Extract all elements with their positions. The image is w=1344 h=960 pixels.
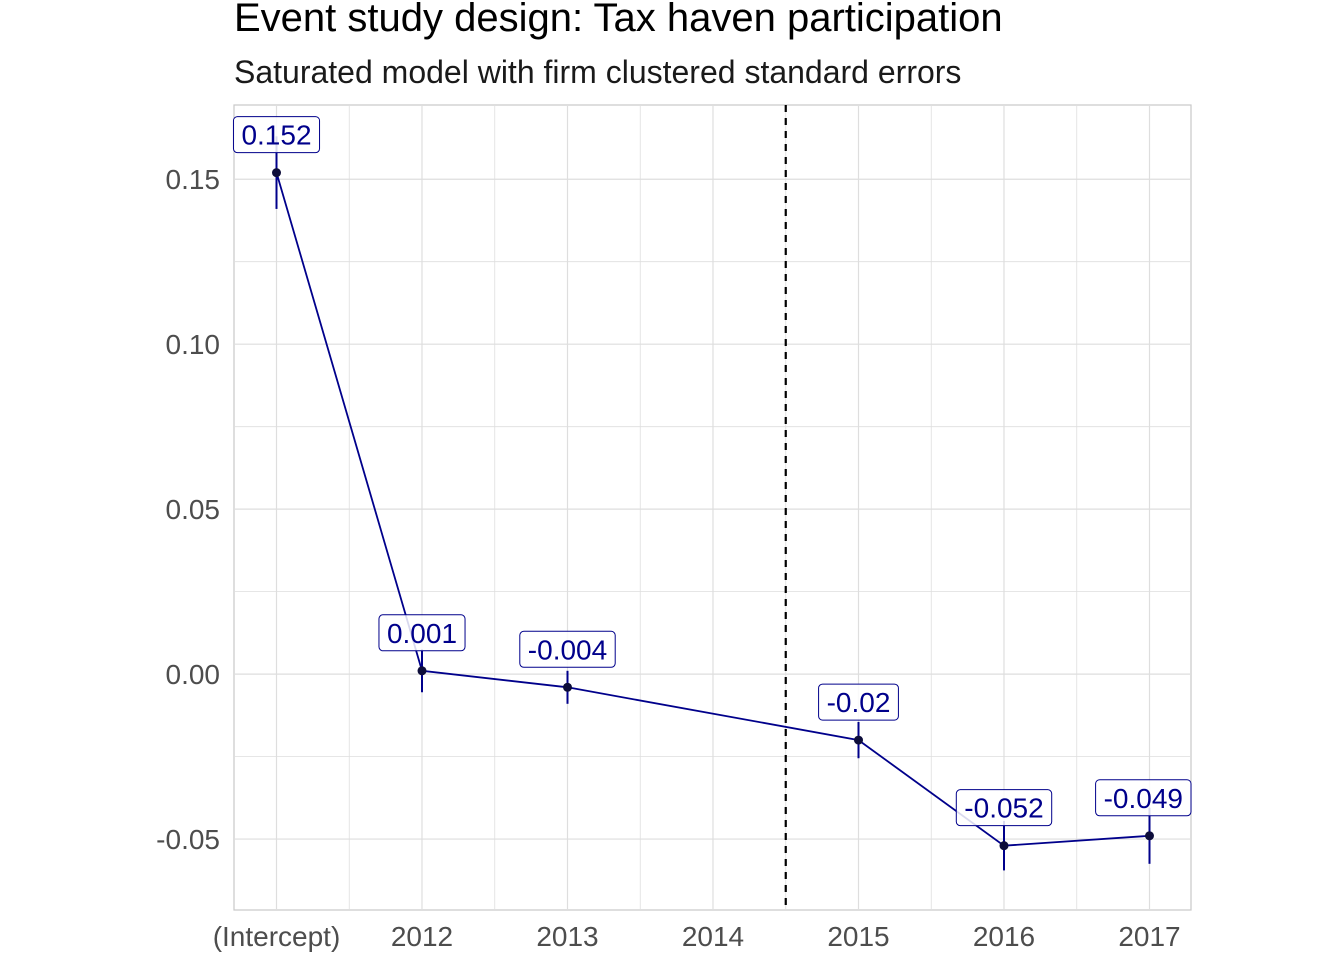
data-point xyxy=(272,168,281,178)
data-label-box xyxy=(955,789,1053,827)
data-point xyxy=(1145,831,1154,841)
data-label-2016: -0.052 xyxy=(955,789,1053,827)
chart-subtitle: Saturated model with firm clustered stan… xyxy=(234,54,962,90)
data-label-text: 0.001 xyxy=(387,618,457,649)
data-label-box xyxy=(519,630,616,668)
y-tick-label: 0.00 xyxy=(166,659,221,690)
data-label-2015: -0.02 xyxy=(818,683,899,721)
y-tick-label: 0.10 xyxy=(166,329,221,360)
data-label-text: -0.049 xyxy=(1104,783,1183,814)
data-label-box xyxy=(232,116,321,154)
data-label-text: -0.02 xyxy=(827,687,891,718)
x-tick-label: 2012 xyxy=(391,921,453,952)
data-label-text: -0.004 xyxy=(528,634,607,665)
gridlines xyxy=(233,104,1192,911)
data-label-box xyxy=(1095,779,1192,817)
y-tick-label: -0.05 xyxy=(156,824,220,855)
data-point xyxy=(563,682,572,692)
x-tick-label: 2017 xyxy=(1118,921,1180,952)
x-tick-label: 2015 xyxy=(827,921,889,952)
chart-title: Event study design: Tax haven participat… xyxy=(234,0,1003,40)
data-label-box xyxy=(378,614,466,652)
x-tick-label: 2013 xyxy=(536,921,598,952)
data-point xyxy=(854,735,863,745)
data-label-layer: 0.152 0.001 -0.004 -0.02 -0.052 -0.049 xyxy=(232,116,1192,827)
data-label-text: -0.052 xyxy=(964,793,1043,824)
y-tick-label: 0.05 xyxy=(166,494,221,525)
data-label-2017: -0.049 xyxy=(1095,779,1192,817)
x-tick-label: 2016 xyxy=(973,921,1035,952)
data-label-box xyxy=(818,683,899,721)
y-tick-label: 0.15 xyxy=(166,164,221,195)
x-tick-label: (Intercept) xyxy=(213,921,341,952)
data-label-intercept: 0.152 xyxy=(232,116,321,154)
axis-tick-labels: 0.15 0.10 0.05 0.00 -0.05 (Intercept) 2012 2013… xyxy=(156,164,1180,952)
data-point xyxy=(999,841,1009,851)
series-layer xyxy=(272,136,1154,871)
data-label-2013: -0.004 xyxy=(519,630,616,668)
x-tick-label: 2014 xyxy=(682,921,744,952)
data-label-text: 0.152 xyxy=(241,120,311,151)
series-line xyxy=(275,172,1150,847)
data-point xyxy=(417,666,427,676)
data-label-2012: 0.001 xyxy=(378,614,466,652)
